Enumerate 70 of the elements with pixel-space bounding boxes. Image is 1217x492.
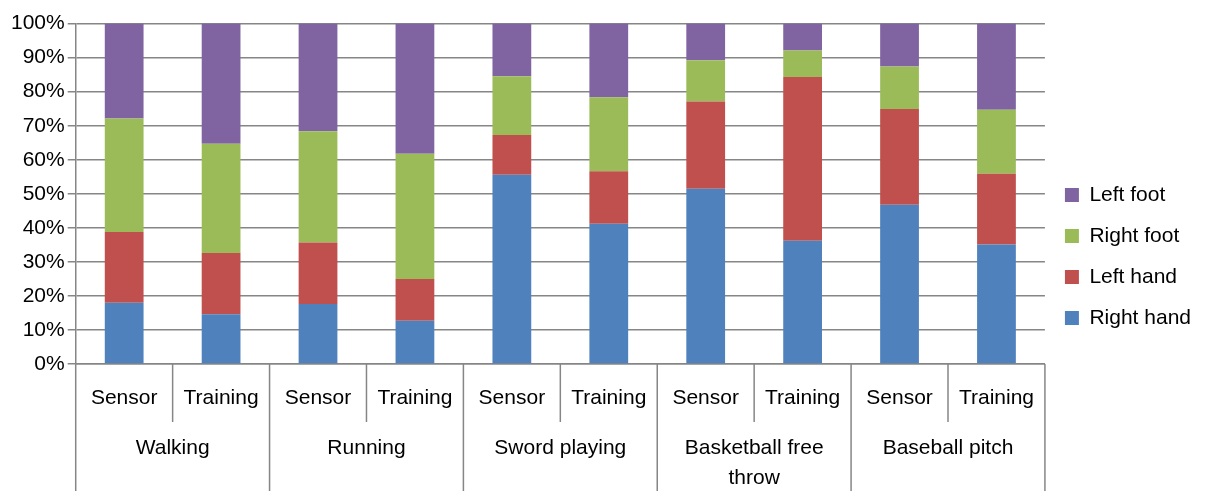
x-tick-label: Training: [183, 385, 259, 409]
bar: [492, 76, 532, 135]
bar: [104, 118, 144, 232]
bar: [201, 23, 241, 144]
y-tick-label: 60%: [22, 146, 65, 170]
bar: [686, 188, 726, 364]
bar: [783, 240, 823, 364]
y-tick-label: 30%: [22, 248, 65, 272]
bar: [298, 304, 338, 364]
bar: [880, 66, 919, 110]
x-tick-label: Sensor: [672, 385, 739, 409]
legend-label: Right foot: [1089, 222, 1180, 246]
bar: [395, 278, 435, 321]
y-tick-label: 80%: [22, 78, 65, 102]
bar: [201, 143, 241, 254]
bar: [783, 77, 823, 241]
bar: [395, 320, 435, 364]
y-tick-label: 20%: [22, 282, 65, 306]
y-tick-label: 90%: [22, 44, 65, 68]
bar: [201, 314, 241, 364]
x-tick-label: Sensor: [478, 385, 546, 409]
bar: [298, 242, 338, 305]
text: Basketball free throw: [684, 434, 824, 488]
bar: [589, 97, 629, 172]
bar: [686, 23, 726, 61]
bar: [104, 231, 144, 303]
bar: [783, 50, 823, 78]
x-tick-label: Training: [958, 385, 1035, 409]
y-tick-label: 50%: [22, 180, 65, 204]
bar: [880, 204, 919, 364]
bar: [395, 23, 435, 154]
x-tick-label: Sensor: [284, 385, 352, 409]
bar: [589, 171, 629, 224]
bar: [298, 131, 338, 243]
y-tick-label: 100%: [10, 10, 65, 34]
y-tick-label: 70%: [22, 112, 65, 136]
x-tick-label: Sensor: [90, 385, 158, 409]
y-tick-label: 40%: [22, 214, 65, 238]
x-tick-label: Training: [377, 385, 453, 409]
bar: [201, 253, 241, 315]
bar: [686, 60, 726, 102]
legend-label: Left foot: [1089, 181, 1166, 205]
bar: [395, 153, 435, 279]
bar: [880, 23, 919, 67]
text: Sword playing: [494, 434, 627, 458]
text: Baseball pitch: [882, 434, 1014, 458]
bar: [977, 23, 1016, 110]
y-tick-label: 10%: [22, 316, 65, 340]
bar: [686, 101, 726, 189]
text: Walking: [135, 434, 210, 458]
bar: [783, 23, 823, 51]
legend-label: Right hand: [1089, 304, 1191, 328]
bar: [880, 109, 919, 205]
x-tick-label: Training: [571, 385, 647, 409]
bar: [589, 223, 629, 364]
bar: [298, 23, 338, 132]
bar: [104, 23, 144, 119]
bar: [589, 23, 629, 98]
x-tick-label: Sensor: [866, 385, 933, 409]
bar: [492, 134, 532, 175]
bar: [977, 173, 1016, 245]
x-tick-label: Training: [765, 385, 841, 409]
text: Running: [327, 434, 406, 458]
legend-label: Left hand: [1089, 263, 1178, 287]
bar: [977, 109, 1016, 174]
y-tick-label: 0%: [34, 350, 65, 374]
bar: [492, 23, 532, 77]
bar: [977, 244, 1016, 364]
bar: [104, 302, 144, 364]
bar: [492, 174, 532, 364]
